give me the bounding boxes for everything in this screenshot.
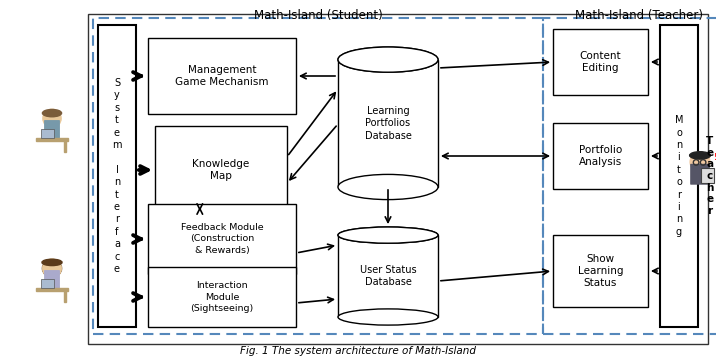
- FancyBboxPatch shape: [42, 129, 54, 138]
- Ellipse shape: [42, 260, 62, 277]
- Bar: [64, 140, 67, 152]
- Ellipse shape: [42, 109, 62, 117]
- Bar: [553, 123, 648, 189]
- Text: T
e
a
c
h
e
r: T e a c h e r: [706, 136, 714, 216]
- Bar: [148, 204, 296, 274]
- Text: M
o
n
i
t
o
r
i
n
g: M o n i t o r i n g: [674, 115, 683, 237]
- Bar: [88, 14, 708, 344]
- Text: Portfolio
Analysis: Portfolio Analysis: [579, 145, 622, 167]
- Bar: [148, 38, 296, 114]
- FancyBboxPatch shape: [42, 279, 54, 288]
- Ellipse shape: [338, 309, 438, 325]
- Text: Interaction
Module
(Sightseeing): Interaction Module (Sightseeing): [190, 281, 253, 313]
- Text: User Status
Database: User Status Database: [359, 265, 416, 287]
- Ellipse shape: [338, 47, 438, 72]
- Bar: [543, 18, 716, 334]
- Bar: [338, 235, 438, 317]
- Bar: [64, 290, 67, 302]
- Circle shape: [43, 109, 61, 127]
- Bar: [155, 126, 287, 214]
- Text: Math-Island (Teacher): Math-Island (Teacher): [575, 8, 703, 21]
- Bar: [553, 235, 648, 307]
- Ellipse shape: [338, 227, 438, 243]
- Text: Show
Learning
Status: Show Learning Status: [578, 254, 623, 289]
- FancyBboxPatch shape: [691, 164, 709, 184]
- Text: Management
Game Mechanism: Management Game Mechanism: [175, 65, 268, 87]
- Text: !!: !!: [715, 153, 716, 163]
- Ellipse shape: [338, 47, 438, 72]
- Text: S
y
s
t
e
m

I
n
t
e
r
f
a
c
e: S y s t e m I n t e r f a c e: [112, 78, 122, 274]
- Ellipse shape: [42, 259, 62, 266]
- FancyBboxPatch shape: [45, 271, 59, 288]
- Text: Feedback Module
(Construction
& Rewards): Feedback Module (Construction & Rewards): [180, 223, 263, 254]
- Text: Knowledge
Map: Knowledge Map: [193, 159, 250, 181]
- Ellipse shape: [338, 227, 438, 243]
- Circle shape: [43, 259, 61, 278]
- Circle shape: [43, 259, 61, 278]
- Text: Learning
Portfolios
Database: Learning Portfolios Database: [364, 106, 412, 141]
- Bar: [148, 267, 296, 327]
- FancyBboxPatch shape: [701, 168, 715, 183]
- Text: Math-Island (Student): Math-Island (Student): [253, 8, 382, 21]
- Bar: [553, 29, 648, 95]
- Bar: [660, 25, 698, 327]
- Bar: [37, 288, 67, 291]
- Bar: [93, 18, 543, 334]
- Bar: [338, 60, 438, 187]
- Ellipse shape: [690, 152, 710, 159]
- Circle shape: [690, 152, 710, 172]
- Ellipse shape: [338, 174, 438, 199]
- Text: Fig. 1 The system architecture of Math-Island: Fig. 1 The system architecture of Math-I…: [240, 346, 476, 356]
- Bar: [98, 25, 136, 327]
- Bar: [37, 138, 67, 141]
- FancyBboxPatch shape: [45, 121, 59, 138]
- Text: Content
Editing: Content Editing: [580, 51, 621, 73]
